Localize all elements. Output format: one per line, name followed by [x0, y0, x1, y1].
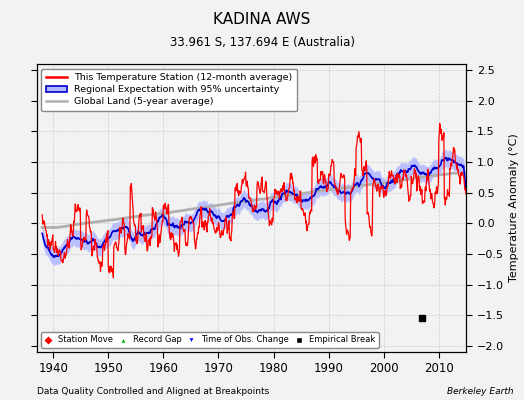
Text: Data Quality Controlled and Aligned at Breakpoints: Data Quality Controlled and Aligned at B… [37, 387, 269, 396]
Text: 33.961 S, 137.694 E (Australia): 33.961 S, 137.694 E (Australia) [169, 36, 355, 49]
Text: Berkeley Earth: Berkeley Earth [447, 387, 514, 396]
Y-axis label: Temperature Anomaly (°C): Temperature Anomaly (°C) [509, 134, 519, 282]
Text: KADINA AWS: KADINA AWS [213, 12, 311, 27]
Legend: Station Move, Record Gap, Time of Obs. Change, Empirical Break: Station Move, Record Gap, Time of Obs. C… [41, 332, 379, 348]
